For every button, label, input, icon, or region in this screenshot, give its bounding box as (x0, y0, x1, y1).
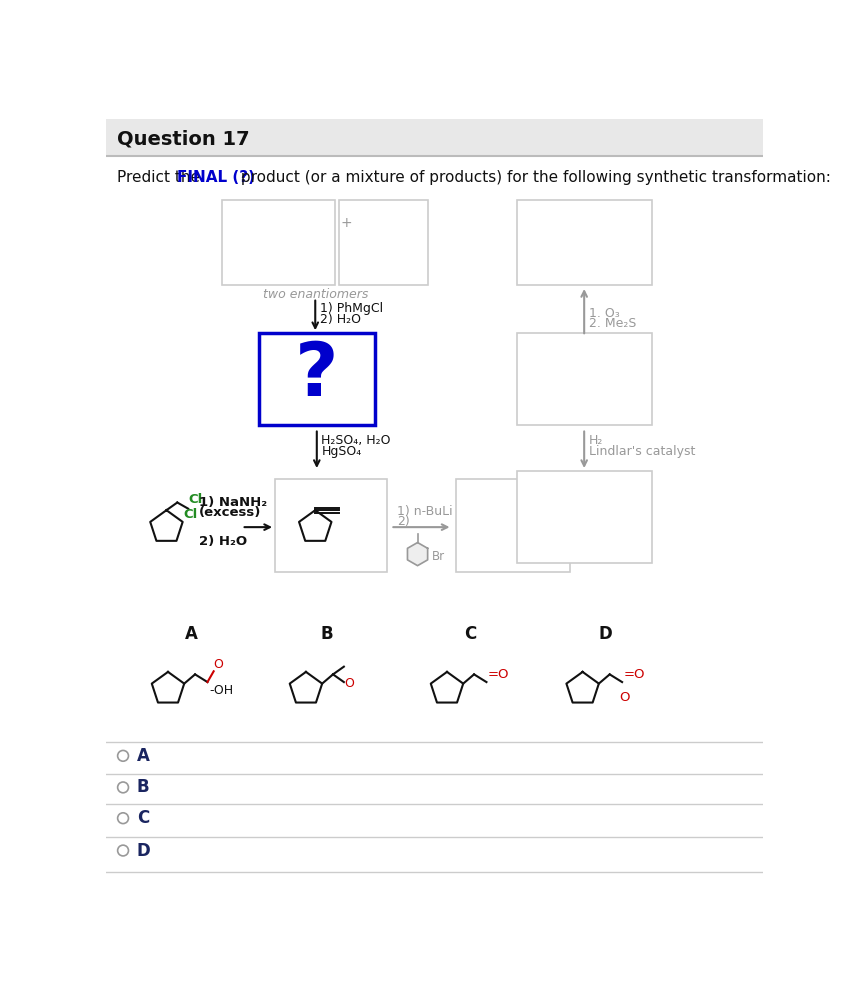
Text: Br: Br (432, 550, 444, 562)
Text: 1) PhMgCl: 1) PhMgCl (320, 302, 383, 315)
Text: -OH: -OH (209, 683, 233, 696)
Text: 2. Me₂S: 2. Me₂S (589, 317, 636, 330)
Text: Cl: Cl (183, 508, 198, 522)
Text: Lindlar's catalyst: Lindlar's catalyst (589, 445, 695, 458)
Bar (455, 479, 570, 571)
Text: O: O (619, 691, 629, 704)
Text: 1. O₃: 1. O₃ (589, 307, 620, 319)
Text: H₂: H₂ (589, 434, 603, 447)
Text: O: O (214, 659, 224, 672)
Text: D: D (599, 625, 613, 643)
Text: 1) n-BuLi: 1) n-BuLi (397, 505, 452, 518)
Text: +: + (340, 216, 352, 230)
Text: ?: ? (295, 339, 338, 412)
Bar (338, 200, 427, 285)
Text: Predict the: Predict the (117, 170, 204, 186)
Text: B: B (321, 625, 333, 643)
Polygon shape (408, 543, 427, 565)
Text: 1) NaNH₂: 1) NaNH₂ (199, 496, 267, 509)
Text: C: C (137, 809, 149, 827)
Text: H₂SO₄, H₂O: H₂SO₄, H₂O (321, 434, 391, 447)
Text: Cl: Cl (188, 493, 203, 506)
Text: two enantiomers: two enantiomers (263, 289, 368, 302)
Text: B: B (137, 779, 149, 797)
Bar (275, 479, 388, 571)
Text: 2) H₂O: 2) H₂O (320, 312, 361, 325)
Bar (259, 333, 375, 426)
Text: =O: =O (623, 668, 645, 681)
Text: FINAL (?): FINAL (?) (177, 170, 255, 186)
Text: O: O (344, 678, 354, 690)
Text: (excess): (excess) (199, 506, 261, 519)
Text: 2): 2) (397, 515, 410, 529)
Bar (106, 119, 763, 156)
Text: HgSO₄: HgSO₄ (321, 445, 362, 458)
Bar (516, 200, 652, 285)
Bar (516, 333, 652, 426)
Text: product (or a mixture of products) for the following synthetic transformation:: product (or a mixture of products) for t… (237, 170, 831, 186)
Text: D: D (137, 841, 151, 859)
Bar (516, 471, 652, 563)
Text: A: A (185, 625, 198, 643)
Text: A: A (137, 747, 150, 765)
Text: Question 17: Question 17 (117, 130, 249, 149)
Text: =O: =O (488, 668, 510, 681)
Text: C: C (464, 625, 477, 643)
Text: 2) H₂O: 2) H₂O (199, 535, 247, 548)
Bar (222, 200, 335, 285)
